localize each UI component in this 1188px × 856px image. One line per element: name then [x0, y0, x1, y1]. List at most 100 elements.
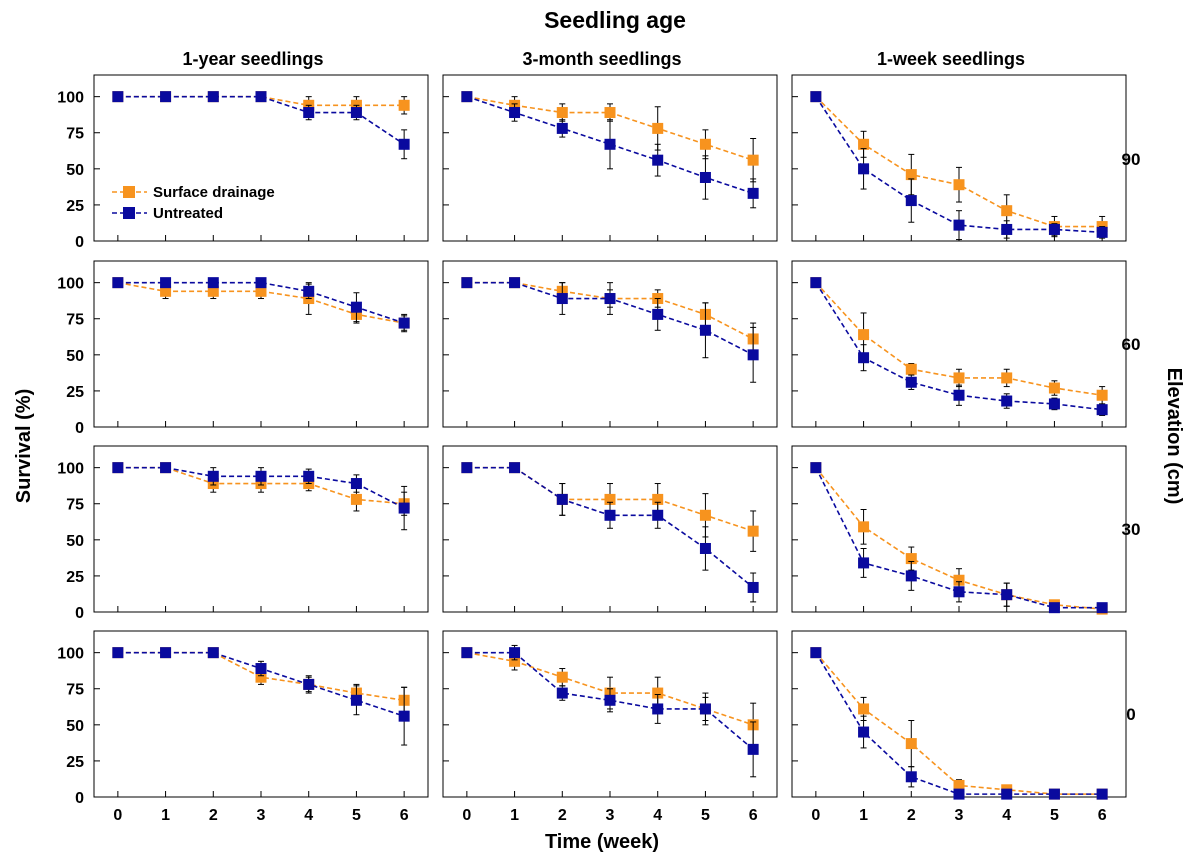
panel-4-1: 0 25 50 75 100 0 1 2 3 4 5 6 — [57, 630, 429, 824]
data-point — [556, 122, 568, 134]
x-tick-label: 2 — [558, 807, 567, 824]
x-tick-label: 3 — [606, 807, 615, 824]
x-tick-label: 1 — [161, 807, 170, 824]
panel-frame — [442, 445, 778, 613]
y-tick-label: 100 — [57, 90, 84, 107]
data-point — [509, 647, 521, 659]
data-point — [509, 655, 521, 667]
data-point — [350, 694, 362, 706]
x-tick-label: 0 — [113, 807, 122, 824]
data-point — [398, 138, 410, 150]
data-point — [1096, 788, 1108, 800]
data-point — [699, 509, 711, 521]
panel-3-1: 0 25 50 75 100 — [57, 445, 429, 622]
data-point — [747, 525, 759, 537]
data-point — [350, 478, 362, 490]
data-point — [905, 771, 917, 783]
data-point — [160, 285, 172, 297]
series-surface-drainage — [461, 277, 759, 356]
figure-title: Seedling age — [544, 7, 686, 33]
legend-label-surface-drainage: Surface drainage — [153, 184, 275, 201]
data-point — [1001, 205, 1013, 217]
row-label-90: 90 — [1122, 150, 1141, 169]
y-tick-label: 25 — [66, 384, 84, 401]
data-point — [747, 581, 759, 593]
column-title-3: 1-week seedlings — [877, 49, 1025, 69]
data-point — [747, 349, 759, 361]
data-point — [1048, 382, 1060, 394]
y-tick-label: 100 — [57, 276, 84, 293]
panel-1-1: 0 25 50 75 100 — [57, 74, 429, 251]
panel-frame — [791, 630, 1127, 798]
data-point — [1001, 788, 1013, 800]
data-point — [652, 493, 664, 505]
data-point — [810, 647, 822, 659]
data-point — [699, 324, 711, 336]
data-point — [604, 107, 616, 119]
series-untreated — [112, 277, 410, 331]
legend-marker-untreated — [123, 207, 135, 219]
data-point — [556, 107, 568, 119]
data-point — [112, 91, 124, 103]
legend-label-untreated: Untreated — [153, 205, 223, 222]
row-label-30: 30 — [1122, 520, 1141, 539]
y-tick-label: 25 — [66, 754, 84, 771]
x-tick-label: 2 — [209, 807, 218, 824]
data-point — [953, 586, 965, 598]
series-untreated — [461, 462, 759, 603]
x-tick-label: 6 — [749, 807, 758, 824]
data-point — [953, 219, 965, 231]
data-point — [905, 738, 917, 750]
data-point — [1096, 389, 1108, 401]
x-tick-label: 1 — [859, 807, 868, 824]
x-tick-label: 5 — [1050, 807, 1059, 824]
data-point — [905, 376, 917, 388]
series-line — [815, 652, 1103, 795]
data-point — [207, 647, 219, 659]
x-tick-label: 6 — [400, 807, 409, 824]
data-point — [953, 788, 965, 800]
data-point — [652, 154, 664, 166]
data-point — [858, 352, 870, 364]
data-point — [858, 163, 870, 175]
y-tick-label: 50 — [66, 348, 84, 365]
y-axis-label: Survival (%) — [13, 389, 35, 503]
panel-4-2: 0 1 2 3 4 5 6 — [442, 630, 778, 824]
legend: Surface drainage Untreated — [112, 184, 275, 222]
data-point — [160, 462, 172, 474]
data-point — [1048, 788, 1060, 800]
data-point — [255, 470, 267, 482]
data-point — [398, 99, 410, 111]
right-axis-label: Elevation (cm) — [1163, 368, 1185, 505]
data-point — [255, 91, 267, 103]
y-tick-label: 75 — [66, 126, 84, 143]
data-point — [652, 509, 664, 521]
data-point — [255, 277, 267, 289]
y-tick-label: 100 — [57, 646, 84, 663]
x-tick-label: 3 — [955, 807, 964, 824]
data-point — [1096, 602, 1108, 614]
data-point — [461, 647, 473, 659]
series-surface-drainage — [810, 647, 1108, 800]
data-point — [461, 277, 473, 289]
data-point — [303, 285, 315, 297]
data-point — [398, 502, 410, 514]
data-point — [112, 277, 124, 289]
y-tick-label: 25 — [66, 569, 84, 586]
data-point — [303, 470, 315, 482]
data-point — [699, 542, 711, 554]
series-untreated — [112, 647, 410, 746]
column-title-1: 1-year seedlings — [182, 49, 323, 69]
series-untreated — [112, 91, 410, 160]
data-point — [461, 462, 473, 474]
y-tick-label: 100 — [57, 461, 84, 478]
row-label-0: 0 — [1126, 705, 1135, 724]
data-point — [509, 277, 521, 289]
data-point — [652, 122, 664, 134]
data-point — [1001, 589, 1013, 601]
data-point — [207, 285, 219, 297]
data-point — [953, 179, 965, 191]
data-point — [350, 301, 362, 313]
data-point — [858, 703, 870, 715]
